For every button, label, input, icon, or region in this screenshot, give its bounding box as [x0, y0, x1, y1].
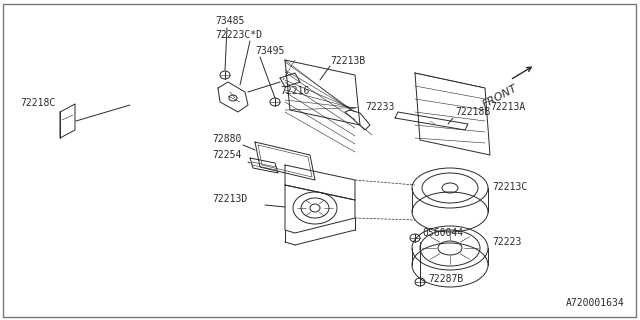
Text: 72213D: 72213D	[212, 194, 247, 204]
Polygon shape	[255, 142, 315, 180]
Text: 73485: 73485	[215, 16, 244, 26]
Polygon shape	[285, 185, 355, 233]
Text: 72233: 72233	[365, 102, 394, 112]
Text: 72254: 72254	[212, 150, 241, 160]
Polygon shape	[345, 110, 370, 130]
Polygon shape	[415, 73, 490, 155]
Text: 72216: 72216	[280, 86, 309, 96]
Text: 72287B: 72287B	[428, 274, 463, 284]
Text: 72218C: 72218C	[20, 98, 55, 108]
Text: 72213A: 72213A	[490, 102, 525, 112]
Text: 72213B: 72213B	[330, 56, 365, 66]
Text: 72213C: 72213C	[492, 182, 527, 192]
Text: 72218B: 72218B	[455, 107, 490, 117]
Polygon shape	[285, 165, 355, 200]
Text: 72223: 72223	[492, 237, 522, 247]
Polygon shape	[395, 112, 468, 130]
Text: A720001634: A720001634	[566, 298, 625, 308]
Text: FRONT: FRONT	[481, 83, 519, 110]
Text: 0560044: 0560044	[422, 228, 463, 238]
Text: 72880: 72880	[212, 134, 241, 144]
Polygon shape	[250, 158, 278, 173]
Polygon shape	[285, 60, 360, 125]
Text: 73495: 73495	[255, 46, 284, 56]
Polygon shape	[60, 104, 75, 138]
Text: 72223C*D: 72223C*D	[215, 30, 262, 40]
